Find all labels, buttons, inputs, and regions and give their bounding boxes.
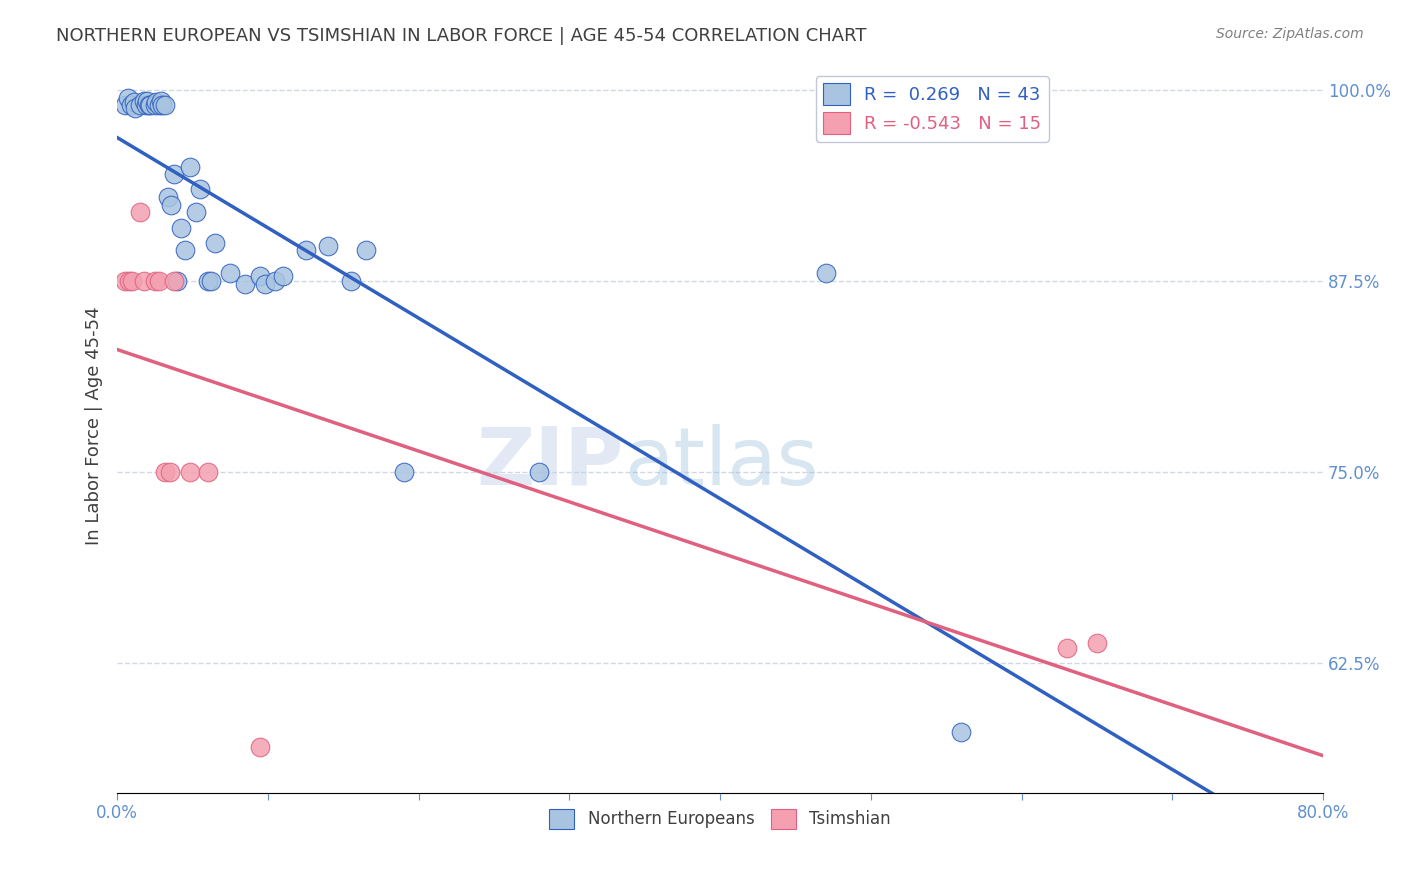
Point	[120, 98, 142, 112]
Point	[157, 190, 180, 204]
Point	[219, 267, 242, 281]
Point	[249, 739, 271, 754]
Point	[392, 465, 415, 479]
Point	[1085, 636, 1108, 650]
Point	[264, 274, 287, 288]
Text: atlas: atlas	[624, 424, 818, 502]
Point	[200, 274, 222, 288]
Point	[179, 465, 201, 479]
Point	[188, 182, 211, 196]
Point	[184, 205, 207, 219]
Point	[117, 91, 139, 105]
Point	[145, 95, 167, 110]
Legend: Northern Europeans, Tsimshian: Northern Europeans, Tsimshian	[543, 802, 897, 836]
Point	[149, 94, 172, 108]
Point	[950, 724, 973, 739]
Point	[253, 277, 276, 291]
Point	[114, 98, 136, 112]
Point	[233, 277, 256, 291]
Point	[1056, 640, 1078, 655]
Point	[136, 94, 159, 108]
Point	[128, 98, 150, 112]
Point	[121, 274, 143, 288]
Point	[166, 274, 188, 288]
Point	[160, 197, 183, 211]
Point	[155, 465, 177, 479]
Point	[124, 102, 146, 116]
Point	[135, 98, 157, 112]
Point	[163, 167, 186, 181]
Point	[159, 465, 181, 479]
Point	[118, 274, 141, 288]
Point	[814, 267, 837, 281]
Point	[152, 98, 174, 112]
Point	[128, 205, 150, 219]
Point	[114, 274, 136, 288]
Text: Source: ZipAtlas.com: Source: ZipAtlas.com	[1216, 27, 1364, 41]
Point	[249, 269, 271, 284]
Point	[148, 98, 170, 112]
Point	[354, 244, 377, 258]
Point	[139, 98, 162, 112]
Point	[148, 274, 170, 288]
Point	[271, 269, 294, 284]
Point	[197, 274, 219, 288]
Point	[155, 98, 177, 112]
Point	[134, 274, 156, 288]
Point	[197, 465, 219, 479]
Point	[143, 274, 166, 288]
Point	[529, 465, 551, 479]
Point	[294, 244, 316, 258]
Point	[174, 244, 197, 258]
Point	[134, 94, 156, 108]
Point	[122, 95, 145, 110]
Y-axis label: In Labor Force | Age 45-54: In Labor Force | Age 45-54	[86, 307, 103, 545]
Point	[169, 220, 191, 235]
Point	[138, 98, 160, 112]
Text: NORTHERN EUROPEAN VS TSIMSHIAN IN LABOR FORCE | AGE 45-54 CORRELATION CHART: NORTHERN EUROPEAN VS TSIMSHIAN IN LABOR …	[56, 27, 866, 45]
Point	[316, 239, 339, 253]
Text: ZIP: ZIP	[477, 424, 624, 502]
Point	[340, 274, 363, 288]
Point	[179, 160, 201, 174]
Point	[143, 98, 166, 112]
Point	[163, 274, 186, 288]
Point	[204, 235, 226, 250]
